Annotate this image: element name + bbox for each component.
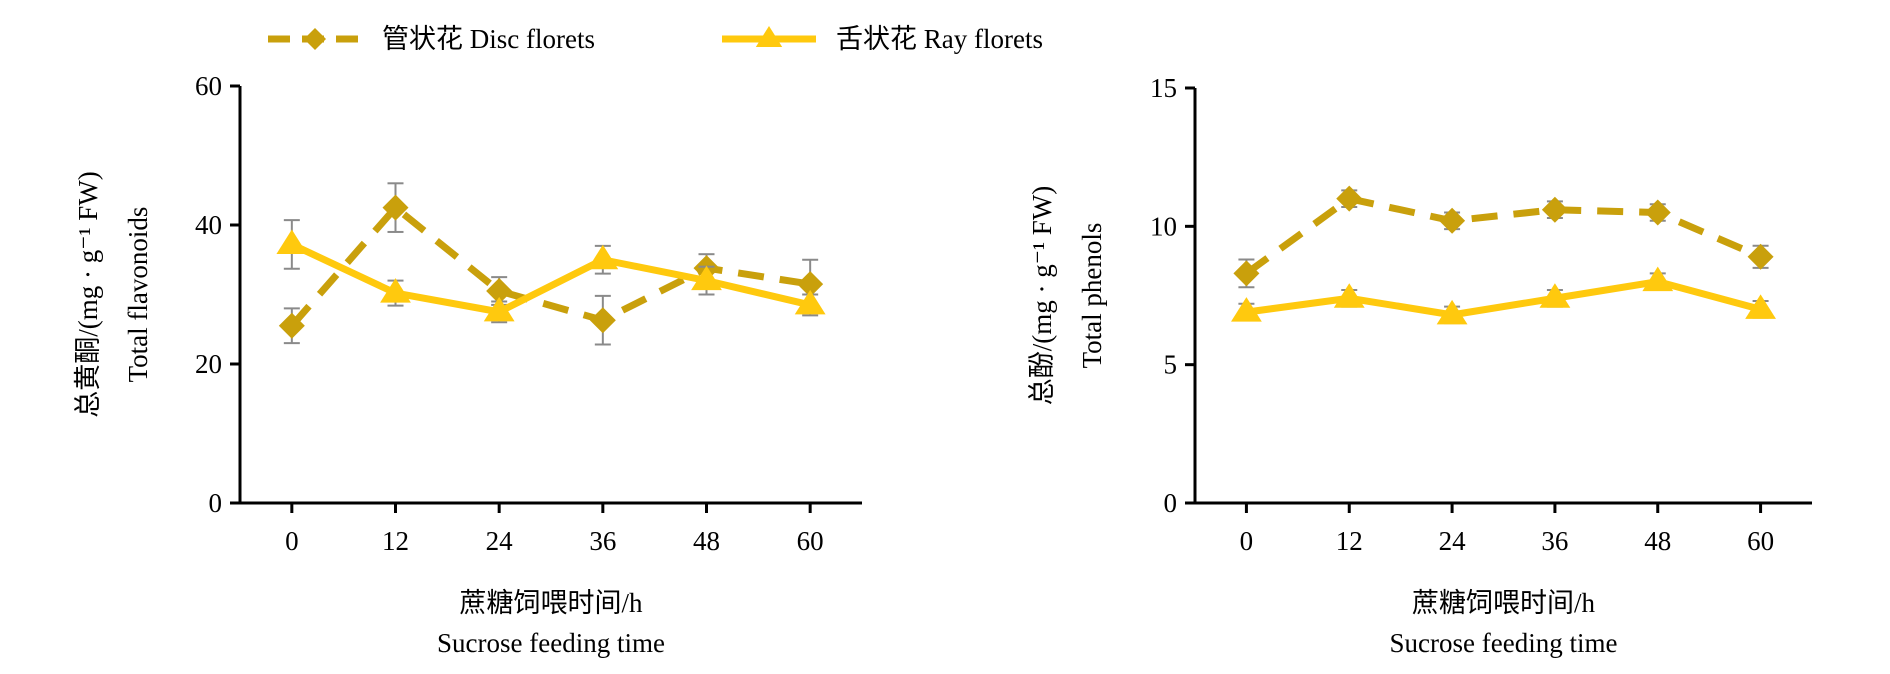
y-axis-label-cn: 总黄酮/(mg · g⁻¹ FW)	[73, 171, 103, 418]
data-point	[1336, 185, 1363, 212]
ticks: 0 20 40 60 0 12 24 36 48 60	[195, 71, 824, 556]
data-point	[587, 244, 619, 270]
y-axis-label-cn: 总酚/(mg · g⁻¹ FW)	[1027, 186, 1057, 406]
series-line	[1245, 278, 1762, 319]
legend-label-disc: 管状花 Disc florets	[382, 24, 595, 54]
x-axis-label-cn: 蔗糖饲喂时间/h	[459, 588, 643, 618]
y-tick-label: 0	[209, 488, 223, 518]
y-tick-label: 10	[1150, 211, 1177, 241]
y-axis-label-en: Total flavonoids	[123, 207, 153, 383]
legend-marker-diamond	[304, 28, 326, 50]
x-tick-label: 24	[1439, 526, 1467, 556]
x-tick-label: 60	[797, 526, 824, 556]
legend-entry-disc: 管状花 Disc florets	[268, 24, 595, 54]
data-point	[1541, 196, 1568, 223]
x-tick-label: 36	[589, 526, 616, 556]
data-point	[1333, 283, 1365, 308]
y-tick-label: 20	[195, 349, 222, 379]
data-point	[1539, 283, 1571, 308]
series-line	[290, 241, 811, 316]
data-point	[794, 289, 826, 315]
x-axis-label-cn: 蔗糖饲喂时间/h	[1412, 588, 1596, 618]
data-point	[1745, 294, 1776, 319]
data-point	[589, 307, 616, 334]
data-point	[380, 278, 411, 303]
data-point	[1747, 243, 1774, 270]
legend: 管状花 Disc florets 舌状花 Ray florets	[268, 24, 1043, 54]
x-tick-label: 24	[486, 526, 514, 556]
data-point	[1233, 260, 1260, 287]
data-point	[382, 194, 409, 221]
ticks: 0 5 10 15 0 12 24 36 48 60	[1150, 73, 1774, 556]
series-layer	[276, 182, 826, 346]
x-tick-label: 12	[1336, 526, 1363, 556]
series-layer	[1231, 185, 1776, 325]
data-point	[1231, 297, 1262, 322]
data-point	[1439, 207, 1466, 234]
axes	[238, 86, 862, 505]
x-tick-label: 0	[1240, 526, 1254, 556]
data-point	[276, 229, 308, 254]
x-tick-label: 60	[1747, 526, 1774, 556]
x-tick-label: 36	[1541, 526, 1568, 556]
y-tick-label: 5	[1164, 350, 1178, 380]
y-tick-label: 60	[195, 71, 222, 101]
legend-entry-ray: 舌状花 Ray florets	[722, 24, 1043, 54]
data-point	[278, 312, 305, 339]
series-line	[289, 204, 811, 329]
axes	[1193, 88, 1812, 505]
data-point	[1644, 199, 1671, 226]
data-point	[483, 296, 515, 322]
x-tick-label: 12	[382, 526, 409, 556]
x-tick-label: 48	[1644, 526, 1671, 556]
series-ray-florets	[1231, 266, 1776, 325]
y-tick-label: 15	[1150, 73, 1177, 103]
y-axis-label-en: Total phenols	[1077, 223, 1107, 369]
data-point	[1436, 299, 1468, 325]
chart-total-flavonoids: 0 20 40 60 0 12 24 36 48 60 蔗糖饲喂时间/h Sucrose feed…	[73, 71, 862, 658]
data-point	[797, 271, 824, 298]
series-ray-florets	[276, 219, 826, 324]
chart-total-phenols: 0 5 10 15 0 12 24 36 48 60 蔗糖饲喂时间/h Sucrose feedi…	[1027, 73, 1812, 658]
series-disc-florets	[278, 182, 824, 346]
x-tick-label: 48	[693, 526, 720, 556]
series-disc-florets	[1233, 185, 1774, 289]
legend-label-ray: 舌状花 Ray florets	[836, 24, 1043, 54]
x-axis-label-en: Sucrose feeding time	[437, 628, 665, 658]
series-line	[1244, 195, 1762, 277]
x-tick-label: 0	[285, 526, 299, 556]
data-point	[691, 265, 722, 291]
data-point	[1642, 266, 1674, 292]
y-tick-label: 40	[195, 210, 222, 240]
data-point	[486, 278, 513, 305]
x-axis-label-en: Sucrose feeding time	[1390, 628, 1618, 658]
y-tick-label: 0	[1164, 488, 1178, 518]
legend-marker-triangle	[755, 26, 783, 47]
